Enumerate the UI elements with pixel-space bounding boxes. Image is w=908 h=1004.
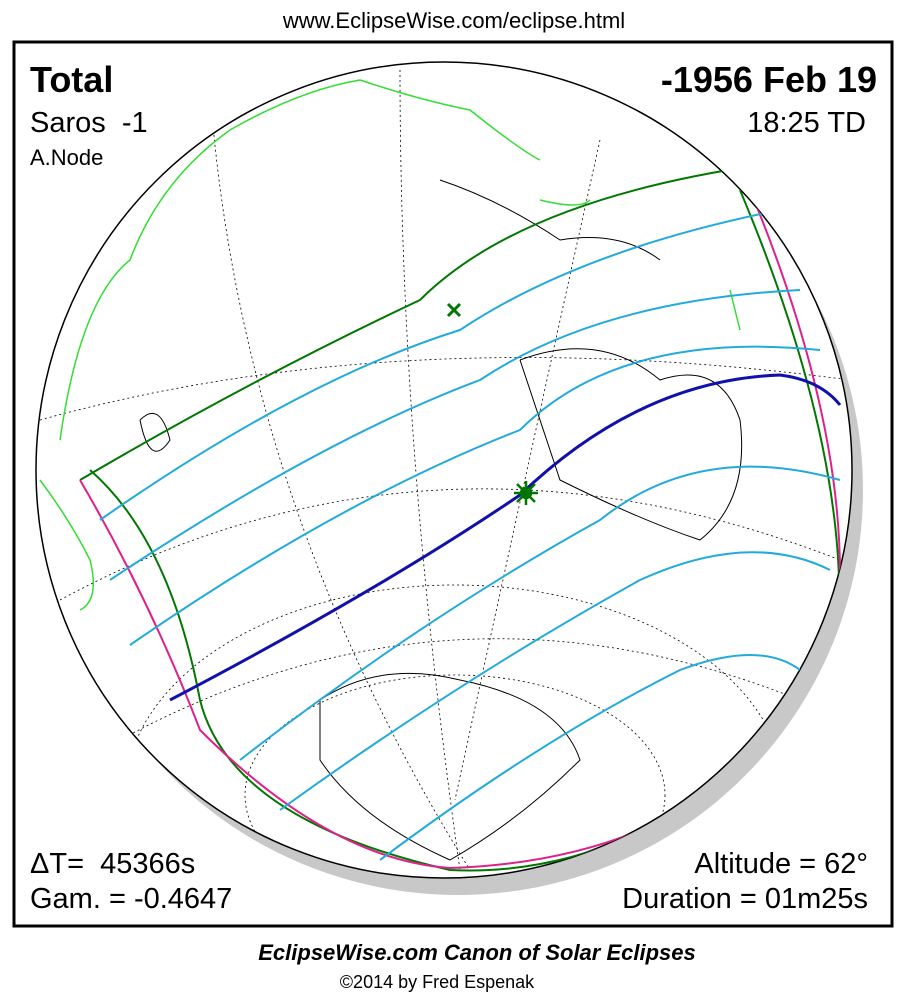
duration: Duration = 01m25s	[622, 883, 868, 915]
coastlines	[139, 179, 743, 861]
greatest-eclipse	[514, 481, 538, 505]
eclipse-date: -1956 Feb 19	[661, 59, 877, 100]
copyright: ©2014 by Fred Espenak	[340, 972, 535, 992]
frame	[12, 40, 894, 928]
sub-solar-point	[446, 302, 462, 318]
node: A.Node	[30, 145, 103, 170]
path-of-totality	[169, 373, 842, 702]
magnitude-curves	[99, 209, 841, 861]
eclipse-type: Total	[30, 59, 113, 100]
gamma: Gam. = -0.4647	[30, 883, 232, 915]
time: 18:25 TD	[747, 107, 866, 139]
altitude: Altitude = 62°	[694, 848, 868, 880]
globe	[35, 61, 853, 879]
delta-t: ΔT= 45366s	[30, 848, 195, 880]
rise-set-curve	[79, 189, 841, 870]
saros: Saros -1	[30, 107, 148, 139]
footer-title: EclipseWise.com Canon of Solar Eclipses	[258, 940, 696, 965]
penumbral-limit	[89, 189, 841, 872]
url: www.EclipseWise.com/eclipse.html	[282, 8, 625, 33]
